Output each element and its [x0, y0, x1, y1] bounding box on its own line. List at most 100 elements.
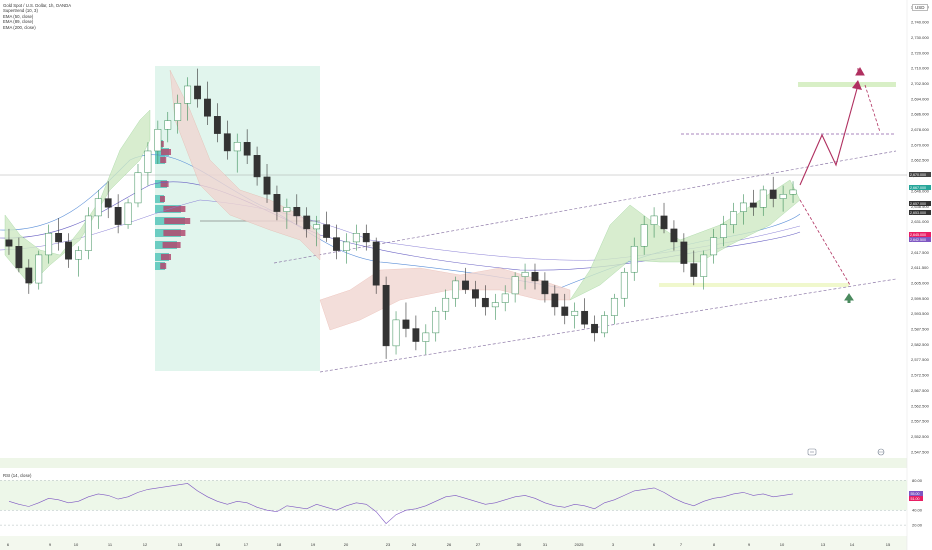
candle-body: [422, 332, 430, 342]
x-tick-label: 27: [476, 542, 481, 547]
candle-body: [541, 280, 549, 295]
price-tag: [909, 237, 931, 242]
projection-dashed: [864, 84, 881, 133]
candle-body: [263, 176, 271, 195]
candle-body: [491, 302, 499, 308]
x-tick-label: 11: [108, 542, 113, 547]
volume-profile-bar: [155, 195, 164, 203]
candle-body: [412, 328, 420, 342]
candle-body: [521, 271, 529, 277]
candle-body: [759, 189, 767, 208]
candle-body: [372, 241, 380, 286]
legend-supertrend[interactable]: Supertrend (10, 3): [3, 8, 38, 14]
time-axis-bg: [0, 536, 932, 550]
x-tick-label: 20: [344, 542, 349, 547]
candle-body: [194, 85, 201, 100]
price-tag-label: 2,670.000: [910, 173, 926, 177]
y-tick-label: 2,582.500: [911, 342, 930, 347]
globe-icon[interactable]: [877, 448, 885, 456]
price-axis-bg: [907, 0, 932, 550]
candle-body: [94, 198, 102, 217]
candle-body: [273, 194, 281, 212]
candle-body: [710, 237, 718, 256]
candle-body: [342, 241, 350, 251]
y-tick-label: 2,567.500: [911, 388, 930, 393]
candle-body: [620, 271, 628, 299]
x-tick-label: 15: [886, 542, 891, 547]
y-tick-label: 2,730.000: [911, 35, 930, 40]
rsi-level-label: 40.00: [912, 508, 923, 513]
candle-body: [124, 202, 132, 225]
currency-label[interactable]: USD: [912, 4, 928, 11]
candle-body: [481, 297, 489, 308]
y-tick-label: 2,740.000: [911, 20, 930, 25]
x-tick-label: 6: [653, 542, 656, 547]
x-tick-label: 24: [412, 542, 417, 547]
candle-body: [660, 215, 668, 230]
y-tick-label: 2,593.500: [911, 311, 930, 316]
volume-profile-bar: [155, 156, 165, 164]
candle-body: [462, 280, 469, 290]
legend-symbol[interactable]: Gold Spot / U.S. Dollar, 1h, OANDA: [3, 3, 72, 8]
candle-body: [769, 189, 777, 199]
x-tick-label: 23: [386, 542, 391, 547]
volume-profile-bar: [163, 230, 186, 236]
y-tick-label: 2,670.000: [911, 142, 930, 147]
price-tag-label: 2,653.000: [910, 211, 926, 215]
candle-body: [402, 319, 410, 329]
pane-separator: [0, 458, 907, 468]
candle-body: [591, 323, 598, 334]
y-tick-label: 2,572.500: [911, 373, 930, 378]
candle-body: [382, 284, 390, 347]
price-tag-label: 2,657.000: [910, 202, 926, 206]
y-tick-label: 2,662.500: [911, 158, 930, 163]
rsi-tag: [909, 491, 923, 496]
chart-legend: Gold Spot / U.S. Dollar, 1h, OANDA Super…: [3, 3, 71, 30]
rsi-legend[interactable]: RSI (14, close): [3, 473, 32, 478]
candle-body: [352, 232, 360, 243]
candle-body: [164, 120, 172, 130]
support-zone: [659, 283, 849, 287]
legend-ema50[interactable]: EMA (50, close): [3, 13, 34, 19]
candle-body: [571, 310, 579, 316]
candle-body: [610, 297, 618, 316]
flag-icon[interactable]: [807, 448, 817, 456]
candle-body: [730, 211, 737, 225]
channel-lower: [319, 278, 897, 373]
candle-body: [640, 224, 648, 247]
volume-profile-bar: [159, 141, 164, 147]
candle-body: [551, 293, 559, 308]
candle-body: [452, 280, 460, 299]
price-tag: [909, 185, 931, 190]
y-tick-label: 2,646.000: [911, 188, 930, 193]
x-tick-label: 9: [748, 542, 751, 547]
y-tick-label: 2,710.000: [911, 66, 930, 71]
candle-body: [184, 85, 192, 104]
candle-body: [442, 297, 450, 312]
candle-body: [293, 207, 301, 217]
x-tick-label: 8: [713, 542, 716, 547]
price-tag: [909, 232, 931, 237]
volume-profile-bar: [155, 262, 165, 270]
candle-body: [779, 194, 787, 199]
x-tick-label: 13: [178, 542, 183, 547]
legend-ema200[interactable]: EMA (200, close): [3, 24, 36, 30]
candle-body: [283, 207, 291, 212]
y-tick-label: 2,617.500: [911, 250, 930, 255]
candle-body: [650, 215, 658, 225]
y-tick-label: 2,557.500: [911, 419, 930, 424]
y-tick-label: 2,587.500: [911, 327, 930, 332]
candle-body: [362, 232, 370, 243]
rsi-level-label: 20.00: [912, 522, 923, 527]
candle-body: [739, 202, 747, 212]
legend-ema89[interactable]: EMA (89, close): [3, 19, 34, 25]
candle-body: [114, 207, 122, 225]
x-tick-label: 6: [7, 542, 10, 547]
candle-body: [323, 224, 330, 238]
rsi-level-label: 80.00: [912, 478, 923, 483]
candle-body: [204, 98, 211, 117]
candle-body: [690, 263, 698, 277]
rsi-tag-label: 55.00: [911, 492, 920, 496]
